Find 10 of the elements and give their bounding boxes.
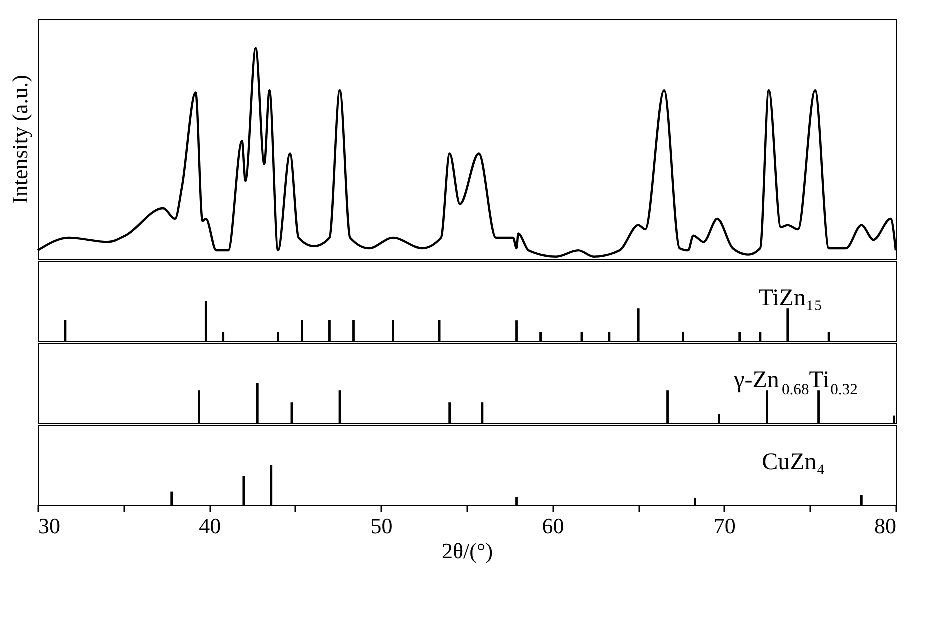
series-label: TiZn₁₅ bbox=[758, 285, 823, 312]
x-tick-label: 30 bbox=[38, 514, 60, 538]
x-axis-title: 2θ/(°) bbox=[442, 538, 494, 564]
x-tick-label: 50 bbox=[370, 514, 393, 538]
x-tick-label: 40 bbox=[199, 514, 222, 538]
y-axis-title: Intensity (a.u.) bbox=[8, 75, 32, 204]
x-tick-label: 60 bbox=[542, 514, 564, 538]
series-label: CuZn₄ bbox=[762, 449, 826, 476]
x-tick-label: 70 bbox=[714, 514, 736, 538]
x-tick-label: 80 bbox=[874, 514, 896, 538]
